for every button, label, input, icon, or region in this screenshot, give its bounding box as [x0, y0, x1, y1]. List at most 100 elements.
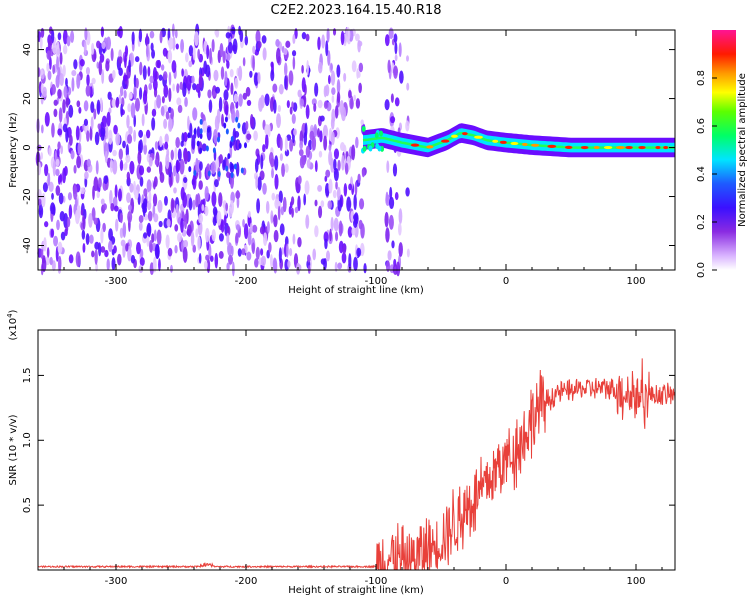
noise-blob — [188, 60, 193, 68]
noise-blob — [218, 192, 223, 207]
noise-blob — [147, 66, 151, 77]
noise-blob — [112, 159, 118, 175]
noise-blob — [225, 32, 231, 39]
noise-blob-core — [235, 116, 239, 123]
noise-blob — [112, 149, 117, 157]
noise-blob — [104, 249, 109, 258]
noise-blob — [227, 41, 233, 54]
noise-blob — [306, 158, 311, 169]
noise-blob — [203, 60, 208, 75]
noise-blob — [269, 254, 273, 268]
snr-plot-area — [37, 358, 676, 571]
noise-blob — [242, 92, 248, 100]
colorbar-tick-label: 0.8 — [696, 70, 707, 86]
noise-blob-core — [207, 126, 211, 133]
noise-blob — [351, 227, 356, 236]
noise-blob — [102, 203, 107, 211]
noise-blob — [330, 131, 335, 146]
noise-blob — [134, 56, 140, 63]
noise-blob — [307, 264, 311, 274]
noise-blob — [139, 61, 143, 76]
noise-blob — [257, 176, 262, 191]
noise-blob — [94, 249, 98, 265]
noise-blob — [118, 94, 122, 105]
snr-x-tick-label: 100 — [626, 576, 645, 587]
noise-blob — [126, 171, 131, 181]
noise-blob — [71, 77, 75, 92]
noise-blob — [394, 97, 400, 107]
noise-blob-core — [207, 170, 211, 177]
noise-blob — [231, 108, 236, 124]
noise-blob — [158, 161, 163, 176]
noise-blob — [299, 98, 305, 107]
noise-blob — [272, 83, 278, 93]
noise-blob — [244, 35, 249, 46]
noise-blob — [324, 175, 328, 182]
noise-blob — [208, 243, 212, 260]
noise-blob — [115, 132, 121, 146]
spectrogram-ylabel: Frequency (Hz) — [8, 112, 19, 188]
noise-blob — [55, 158, 60, 167]
noise-blob — [270, 157, 275, 168]
noise-blob — [48, 39, 53, 46]
noise-blob — [119, 227, 124, 239]
noise-blob — [322, 124, 328, 140]
noise-blob — [293, 128, 297, 136]
noise-blob — [288, 205, 292, 215]
noise-blob — [107, 91, 112, 100]
noise-blob — [40, 248, 44, 259]
noise-blob — [353, 256, 358, 272]
noise-blob — [154, 99, 157, 112]
noise-blob — [68, 254, 74, 264]
noise-blob — [321, 34, 325, 49]
noise-blob — [311, 135, 317, 151]
noise-blob-core — [225, 165, 229, 172]
noise-blob — [127, 103, 132, 113]
signal-peak — [492, 139, 499, 143]
noise-blob — [241, 248, 246, 256]
noise-blob — [83, 100, 89, 112]
noise-blob — [154, 141, 159, 150]
noise-blob — [313, 124, 317, 136]
noise-blob — [57, 32, 62, 41]
noise-blob — [335, 231, 339, 242]
noise-blob — [211, 38, 215, 53]
noise-blob — [392, 163, 398, 177]
noise-blob — [405, 120, 410, 132]
noise-blob — [269, 97, 274, 112]
noise-blob — [93, 217, 98, 225]
noise-blob — [182, 192, 187, 208]
noise-blob — [51, 260, 56, 272]
noise-blob — [152, 78, 158, 91]
noise-blob — [323, 100, 329, 109]
noise-blob — [317, 99, 323, 109]
noise-blob — [343, 72, 347, 82]
noise-blob — [191, 75, 195, 84]
noise-blob — [138, 215, 144, 223]
noise-blob — [292, 34, 296, 45]
noise-blob — [262, 182, 267, 195]
noise-blob — [151, 117, 156, 131]
noise-blob — [230, 82, 234, 96]
noise-blob — [192, 199, 196, 211]
noise-blob — [224, 70, 228, 87]
noise-blob — [160, 106, 165, 117]
noise-blob — [172, 36, 176, 51]
noise-blob — [265, 200, 270, 214]
noise-blob — [192, 244, 197, 253]
noise-blob — [286, 134, 292, 141]
noise-blob-core — [199, 118, 203, 125]
noise-blob — [163, 84, 169, 98]
noise-blob — [122, 222, 127, 238]
noise-blob — [48, 181, 54, 193]
noise-blob-core — [230, 136, 234, 143]
noise-blob — [289, 139, 294, 152]
noise-blob — [180, 38, 184, 54]
noise-blob — [320, 200, 325, 208]
noise-blob — [58, 107, 63, 123]
noise-blob-core — [193, 169, 197, 176]
noise-blob — [56, 219, 60, 231]
noise-blob — [266, 221, 270, 234]
noise-blob — [176, 83, 180, 94]
noise-blob — [305, 104, 310, 119]
